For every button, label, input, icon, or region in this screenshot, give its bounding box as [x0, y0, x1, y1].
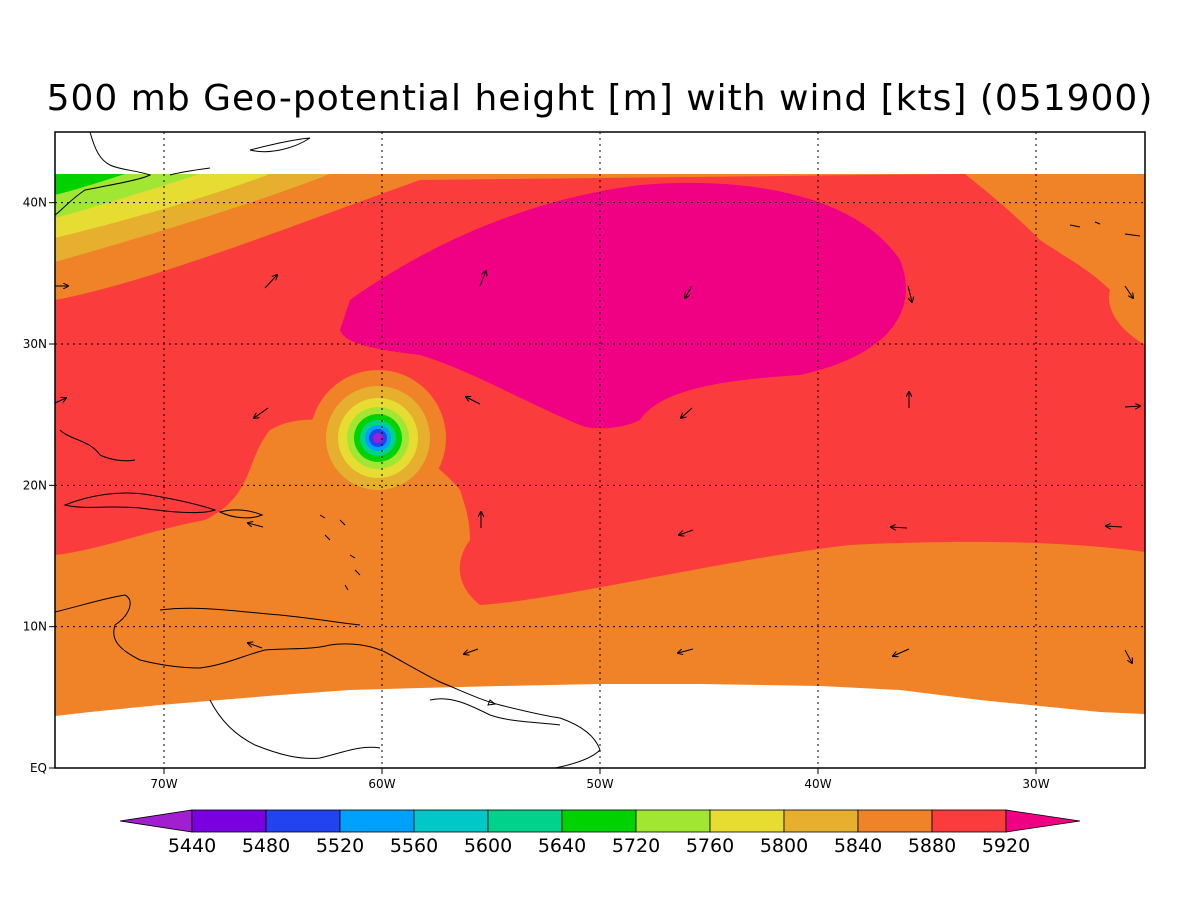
lon-axis: 70W 60W 50W 40W 30W — [150, 768, 1050, 791]
lon-tick-label: 60W — [368, 777, 395, 791]
colorbar-label: 5480 — [242, 835, 290, 857]
lat-tick-label: EQ — [30, 761, 47, 775]
colorbar-low-arrow — [119, 809, 193, 833]
lon-tick-label: 40W — [804, 777, 831, 791]
colorbar-label: 5560 — [390, 835, 438, 857]
colorbar-high-arrow — [1005, 809, 1081, 833]
colorbar-label: 5920 — [982, 835, 1030, 857]
lon-tick-label: 30W — [1022, 777, 1049, 791]
colorbar-box — [265, 809, 341, 833]
lat-tick-label: 10N — [23, 620, 47, 634]
height-field — [55, 132, 1145, 768]
colorbar-box — [487, 809, 563, 833]
colorbar-label: 5760 — [686, 835, 734, 857]
colorbar-label: 5880 — [908, 835, 956, 857]
lat-tick-label: 30N — [23, 337, 47, 351]
colorbar-box — [561, 809, 637, 833]
colorbar-label: 5640 — [538, 835, 586, 857]
colorbar-label: 5720 — [612, 835, 660, 857]
colorbar: 5440 5480 5520 5560 5600 5640 5720 5760 5800 5840… — [119, 809, 1081, 857]
colorbar-box — [709, 809, 785, 833]
gridlines — [55, 132, 1145, 768]
colorbar-label: 5600 — [464, 835, 512, 857]
colorbar-box — [857, 809, 933, 833]
lon-tick-label: 50W — [586, 777, 613, 791]
lon-tick-label: 70W — [150, 777, 177, 791]
colorbar-label: 5520 — [316, 835, 364, 857]
wind-vectors — [54, 271, 1140, 663]
lat-tick-label: 20N — [23, 478, 47, 492]
colorbar-box — [339, 809, 415, 833]
coastlines — [55, 132, 1141, 768]
colorbar-box — [191, 809, 267, 833]
colorbar-label: 5840 — [834, 835, 882, 857]
colorbar-box — [413, 809, 489, 833]
colorbar-label: 5800 — [760, 835, 808, 857]
lat-axis: EQ 10N 20N 30N 40N — [23, 196, 55, 775]
colorbar-box — [931, 809, 1007, 833]
lat-tick-label: 40N — [23, 196, 47, 210]
colorbar-box — [783, 809, 859, 833]
colorbar-box — [635, 809, 711, 833]
map-title: 500 mb Geo-potential height [m] with win… — [46, 78, 1154, 119]
colorbar-label: 5440 — [168, 835, 216, 857]
